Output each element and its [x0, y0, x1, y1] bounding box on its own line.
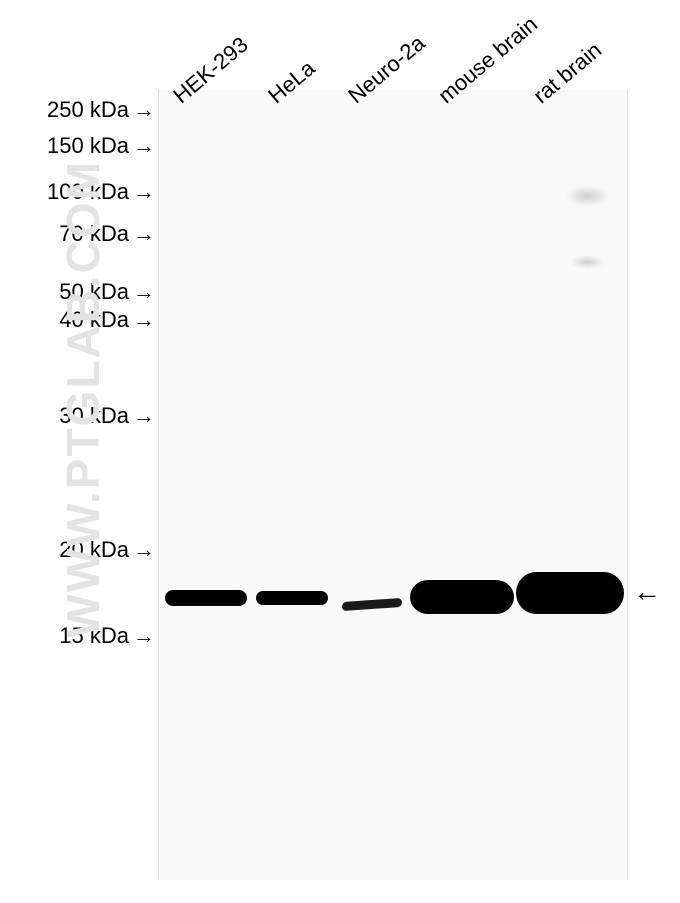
arrow-right-icon: →	[133, 221, 155, 247]
arrow-right-icon: →	[133, 133, 155, 159]
protein-band	[410, 580, 514, 614]
marker-value: 15 kDa	[59, 623, 129, 648]
arrow-right-icon: →	[133, 403, 155, 429]
marker-value: 250 kDa	[47, 97, 129, 122]
arrow-right-icon: →	[133, 307, 155, 333]
marker-value: 150 kDa	[47, 133, 129, 158]
faint-band	[570, 255, 605, 269]
marker-label: 250 kDa→	[47, 97, 155, 123]
marker-label: 15 kDa→	[59, 623, 155, 649]
marker-label: 20 kDa→	[59, 537, 155, 563]
marker-value: 70 kDa	[59, 221, 129, 246]
marker-label: 100 kDa→	[47, 179, 155, 205]
protein-band	[256, 591, 328, 605]
arrow-right-icon: →	[133, 97, 155, 123]
marker-label: 40 kDa→	[59, 307, 155, 333]
marker-label: 50 kDa→	[59, 279, 155, 305]
marker-value: 40 kDa	[59, 307, 129, 332]
marker-value: 20 kDa	[59, 537, 129, 562]
marker-label: 30 kDa→	[59, 403, 155, 429]
marker-label: 70 kDa→	[59, 221, 155, 247]
blot-figure: WWW.PTGLAB.COM 250 kDa→150 kDa→100 kDa→7…	[0, 0, 680, 903]
blot-membrane	[158, 90, 628, 880]
arrow-right-icon: →	[133, 623, 155, 649]
faint-band	[565, 185, 610, 207]
marker-value: 50 kDa	[59, 279, 129, 304]
arrow-right-icon: →	[133, 537, 155, 563]
marker-label: 150 kDa→	[47, 133, 155, 159]
protein-band	[516, 572, 624, 614]
protein-band	[165, 590, 247, 606]
arrow-right-icon: →	[133, 279, 155, 305]
arrow-right-icon: →	[133, 179, 155, 205]
marker-value: 100 kDa	[47, 179, 129, 204]
target-band-arrow: ←	[633, 576, 661, 608]
marker-value: 30 kDa	[59, 403, 129, 428]
